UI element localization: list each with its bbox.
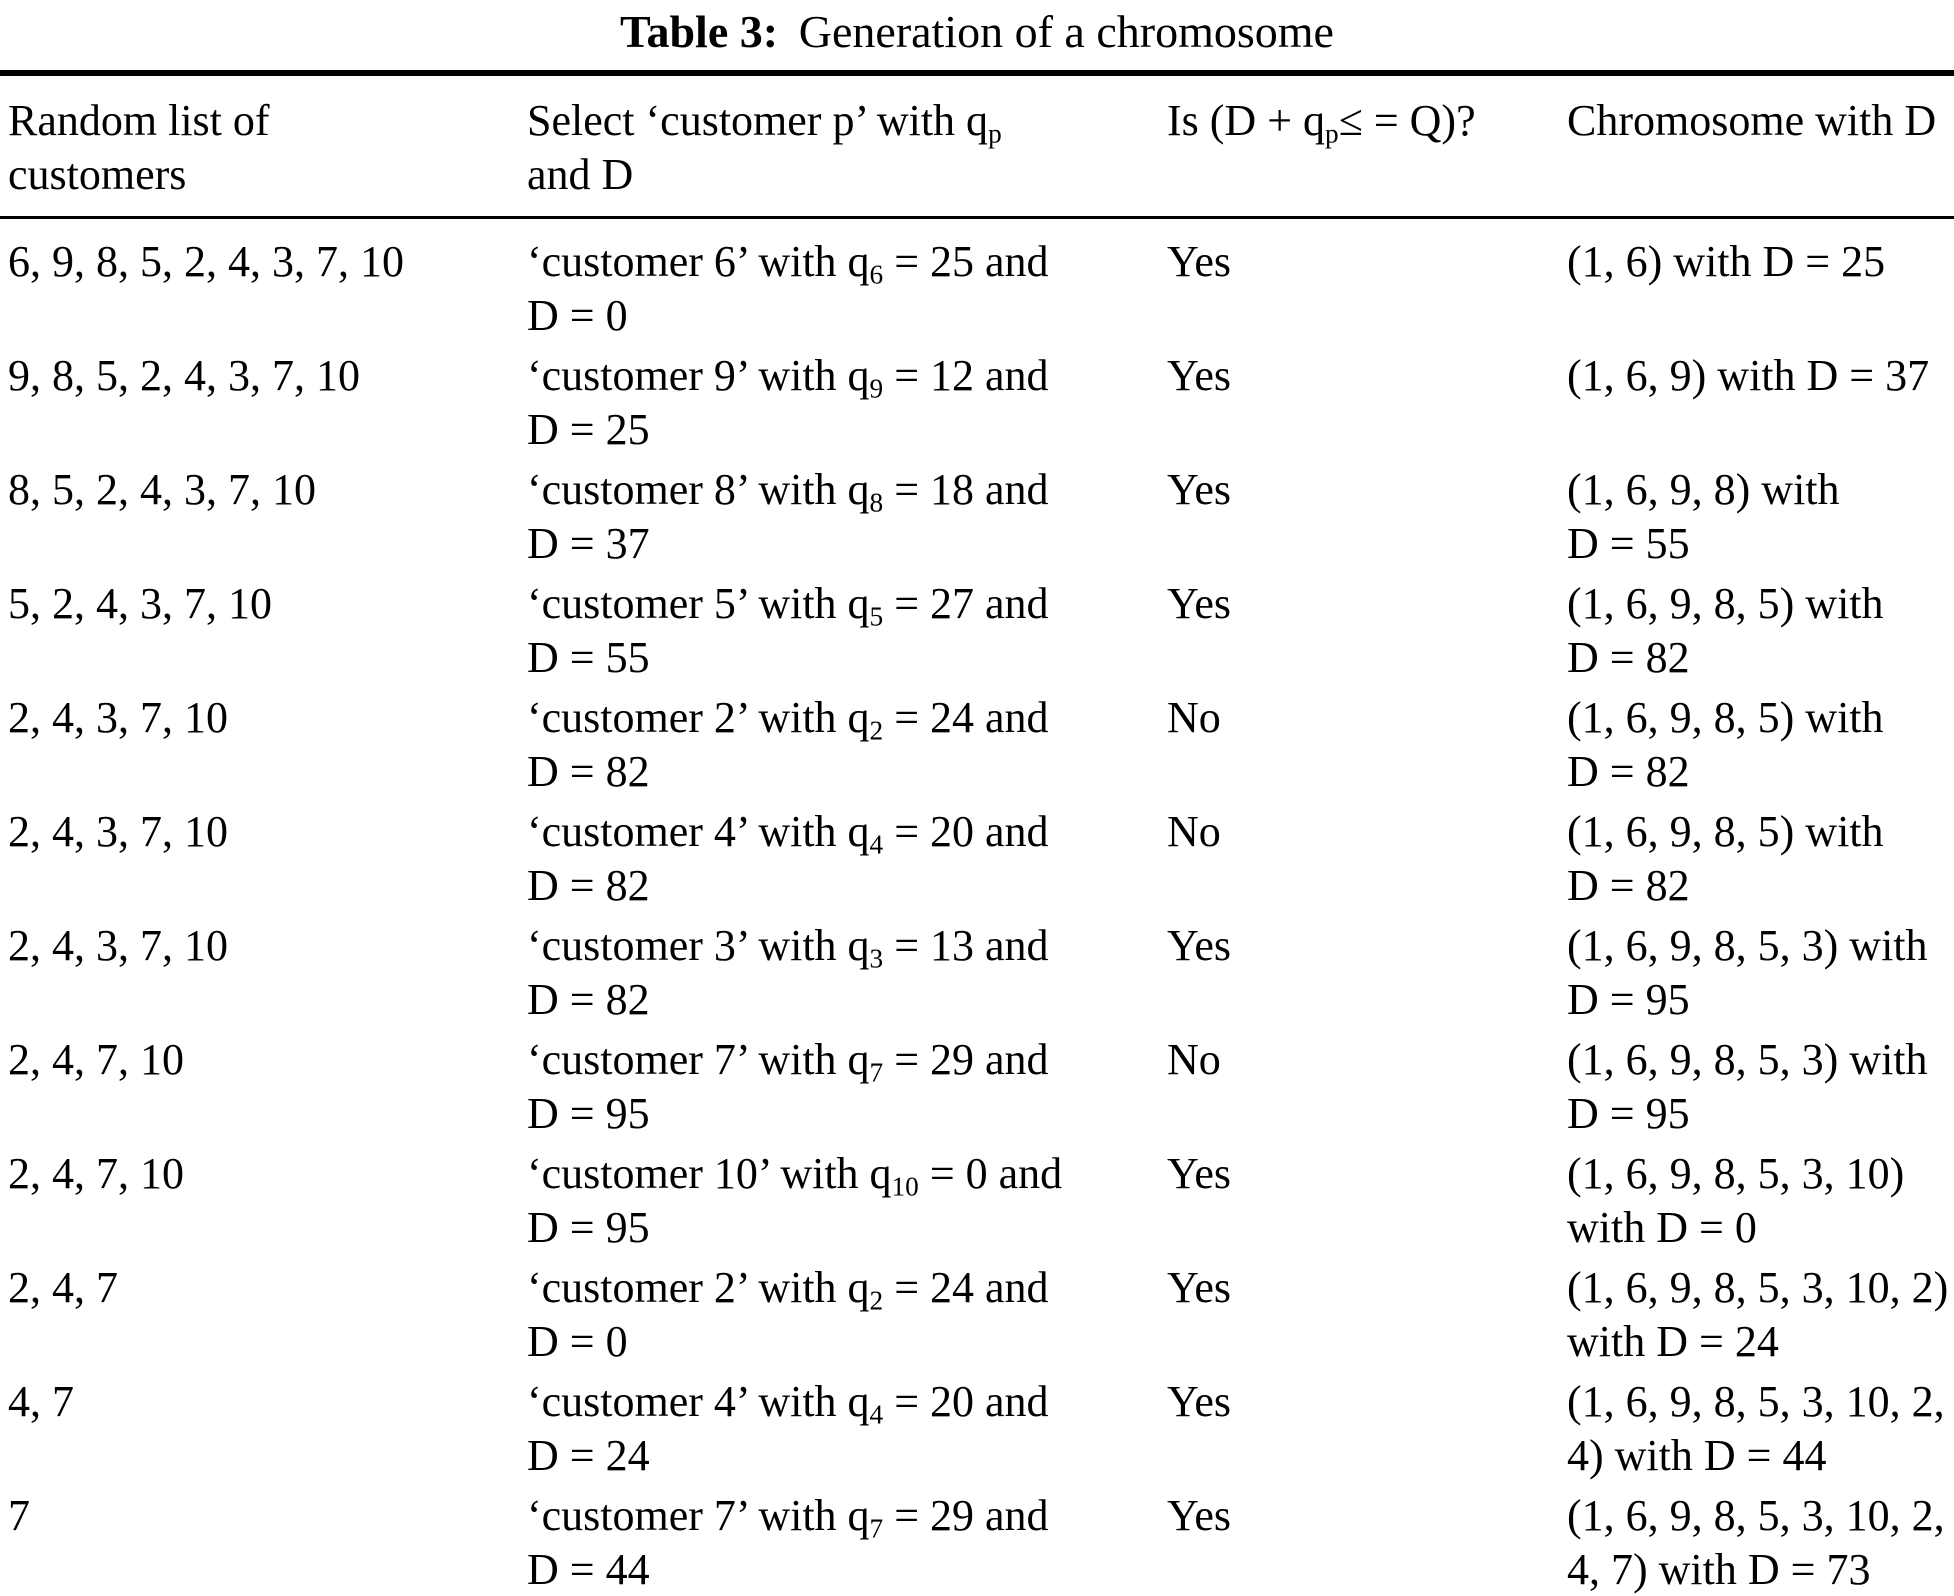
cell-chromosome: (1, 6, 9, 8, 5, 3, 10, 2, 4) with D = 44: [1567, 1377, 1945, 1480]
cell-chromosome: (1, 6, 9, 8) with D = 55: [1567, 465, 1840, 568]
cell-select-customer: ‘customer 10’ with q10 = 0 and D = 95: [527, 1149, 1063, 1252]
cell-chromosome: (1, 6, 9, 8, 5, 3, 10, 2) with D = 24: [1567, 1263, 1949, 1366]
cell-random-list: 8, 5, 2, 4, 3, 7, 10: [8, 465, 316, 514]
table-row: 2, 4, 7 ‘customer 2’ with q2 = 24 and D …: [0, 1261, 1954, 1369]
cell-feasibility: Yes: [1167, 351, 1232, 400]
cell-feasibility: Yes: [1167, 1491, 1232, 1540]
cell-select-customer: ‘customer 6’ with q6 = 25 and D = 0: [527, 237, 1049, 340]
subscript: 7: [869, 1057, 884, 1088]
cell-random-list: 4, 7: [8, 1377, 74, 1426]
cell-random-list: 5, 2, 4, 3, 7, 10: [8, 579, 272, 628]
cell-feasibility: Yes: [1167, 237, 1232, 286]
cell-random-list: 6, 9, 8, 5, 2, 4, 3, 7, 10: [8, 237, 404, 286]
cell-chromosome: (1, 6, 9, 8, 5, 3) with D = 95: [1567, 1035, 1928, 1138]
cell-random-list: 2, 4, 7, 10: [8, 1149, 184, 1198]
subscript: 8: [869, 487, 884, 518]
subscript: p: [1325, 118, 1339, 149]
cell-chromosome: (1, 6, 9, 8, 5) with D = 82: [1567, 693, 1884, 796]
cell-select-customer: ‘customer 8’ with q8 = 18 and D = 37: [527, 465, 1049, 568]
table-row: 5, 2, 4, 3, 7, 10 ‘customer 5’ with q5 =…: [0, 577, 1954, 685]
cell-feasibility: Yes: [1167, 1377, 1232, 1426]
cell-select-customer: ‘customer 7’ with q7 = 29 and D = 44: [527, 1491, 1049, 1594]
chromosome-generation-table: Random list of customers Select ‘custome…: [0, 70, 1954, 1596]
cell-random-list: 2, 4, 3, 7, 10: [8, 921, 228, 970]
cell-select-customer: ‘customer 7’ with q7 = 29 and D = 95: [527, 1035, 1049, 1138]
cell-random-list: 2, 4, 7: [8, 1263, 118, 1312]
cell-chromosome: (1, 6, 9, 8, 5) with D = 82: [1567, 579, 1884, 682]
subscript: 4: [869, 1399, 884, 1430]
subscript: 3: [869, 943, 884, 974]
cell-feasibility: Yes: [1167, 1263, 1232, 1312]
cell-random-list: 2, 4, 7, 10: [8, 1035, 184, 1084]
subscript: 6: [869, 259, 884, 290]
table-caption: Table 3: Generation of a chromosome: [0, 0, 1954, 70]
cell-feasibility: No: [1167, 1035, 1221, 1084]
cell-chromosome: (1, 6, 9, 8, 5) with D = 82: [1567, 807, 1884, 910]
header-feasibility-check: Is (D + qp≤ = Q)?: [1167, 96, 1476, 149]
table-row: 2, 4, 3, 7, 10 ‘customer 4’ with q4 = 20…: [0, 805, 1954, 913]
subscript: 9: [869, 373, 884, 404]
cell-feasibility: No: [1167, 693, 1221, 742]
subscript: p: [988, 118, 1002, 149]
cell-chromosome: (1, 6) with D = 25: [1567, 237, 1886, 286]
table-row: 2, 4, 7, 10 ‘customer 7’ with q7 = 29 an…: [0, 1033, 1954, 1141]
subscript: 7: [869, 1513, 884, 1544]
caption-text: Generation of a chromosome: [798, 6, 1334, 57]
cell-select-customer: ‘customer 4’ with q4 = 20 and D = 24: [527, 1377, 1049, 1480]
subscript: 2: [869, 1285, 884, 1316]
cell-select-customer: ‘customer 2’ with q2 = 24 and D = 0: [527, 1263, 1049, 1366]
header-select-customer: Select ‘customer p’ with qp and D: [527, 96, 1002, 199]
cell-select-customer: ‘customer 9’ with q9 = 12 and D = 25: [527, 351, 1049, 454]
table-row: 2, 4, 3, 7, 10 ‘customer 3’ with q3 = 13…: [0, 919, 1954, 1027]
table-row: 2, 4, 7, 10 ‘customer 10’ with q10 = 0 a…: [0, 1147, 1954, 1255]
cell-chromosome: (1, 6, 9, 8, 5, 3) with D = 95: [1567, 921, 1928, 1024]
header-row: Random list of customers Select ‘custome…: [0, 76, 1954, 216]
cell-feasibility: Yes: [1167, 921, 1232, 970]
cell-chromosome: (1, 6, 9) with D = 37: [1567, 351, 1930, 400]
subscript: 4: [869, 829, 884, 860]
subscript: 2: [869, 715, 884, 746]
cell-random-list: 9, 8, 5, 2, 4, 3, 7, 10: [8, 351, 360, 400]
table-row: 6, 9, 8, 5, 2, 4, 3, 7, 10 ‘customer 6’ …: [0, 235, 1954, 343]
cell-select-customer: ‘customer 2’ with q2 = 24 and D = 82: [527, 693, 1049, 796]
table-row: 9, 8, 5, 2, 4, 3, 7, 10 ‘customer 9’ wit…: [0, 349, 1954, 457]
cell-chromosome: (1, 6, 9, 8, 5, 3, 10) with D = 0: [1567, 1149, 1905, 1252]
table-row: 4, 7 ‘customer 4’ with q4 = 20 and D = 2…: [0, 1375, 1954, 1483]
header-chromosome: Chromosome with D: [1567, 96, 1937, 145]
subscript: 10: [891, 1171, 919, 1202]
header-rule: [0, 216, 1954, 219]
subscript: 5: [869, 601, 884, 632]
cell-feasibility: Yes: [1167, 579, 1232, 628]
table-row: 8, 5, 2, 4, 3, 7, 10 ‘customer 8’ with q…: [0, 463, 1954, 571]
cell-random-list: 2, 4, 3, 7, 10: [8, 807, 228, 856]
table-row: 2, 4, 3, 7, 10 ‘customer 2’ with q2 = 24…: [0, 691, 1954, 799]
cell-chromosome: (1, 6, 9, 8, 5, 3, 10, 2, 4, 7) with D =…: [1567, 1491, 1945, 1594]
cell-feasibility: No: [1167, 807, 1221, 856]
top-rule: [0, 70, 1954, 76]
caption-label: Table 3:: [620, 6, 779, 57]
cell-select-customer: ‘customer 4’ with q4 = 20 and D = 82: [527, 807, 1049, 910]
cell-select-customer: ‘customer 5’ with q5 = 27 and D = 55: [527, 579, 1049, 682]
cell-feasibility: Yes: [1167, 465, 1232, 514]
cell-random-list: 2, 4, 3, 7, 10: [8, 693, 228, 742]
cell-feasibility: Yes: [1167, 1149, 1232, 1198]
cell-random-list: 7: [8, 1491, 30, 1540]
cell-select-customer: ‘customer 3’ with q3 = 13 and D = 82: [527, 921, 1049, 1024]
header-random-list: Random list of customers: [8, 96, 270, 199]
table-body: 6, 9, 8, 5, 2, 4, 3, 7, 10 ‘customer 6’ …: [0, 219, 1954, 1596]
table-row: 7 ‘customer 7’ with q7 = 29 and D = 44 Y…: [0, 1489, 1954, 1596]
